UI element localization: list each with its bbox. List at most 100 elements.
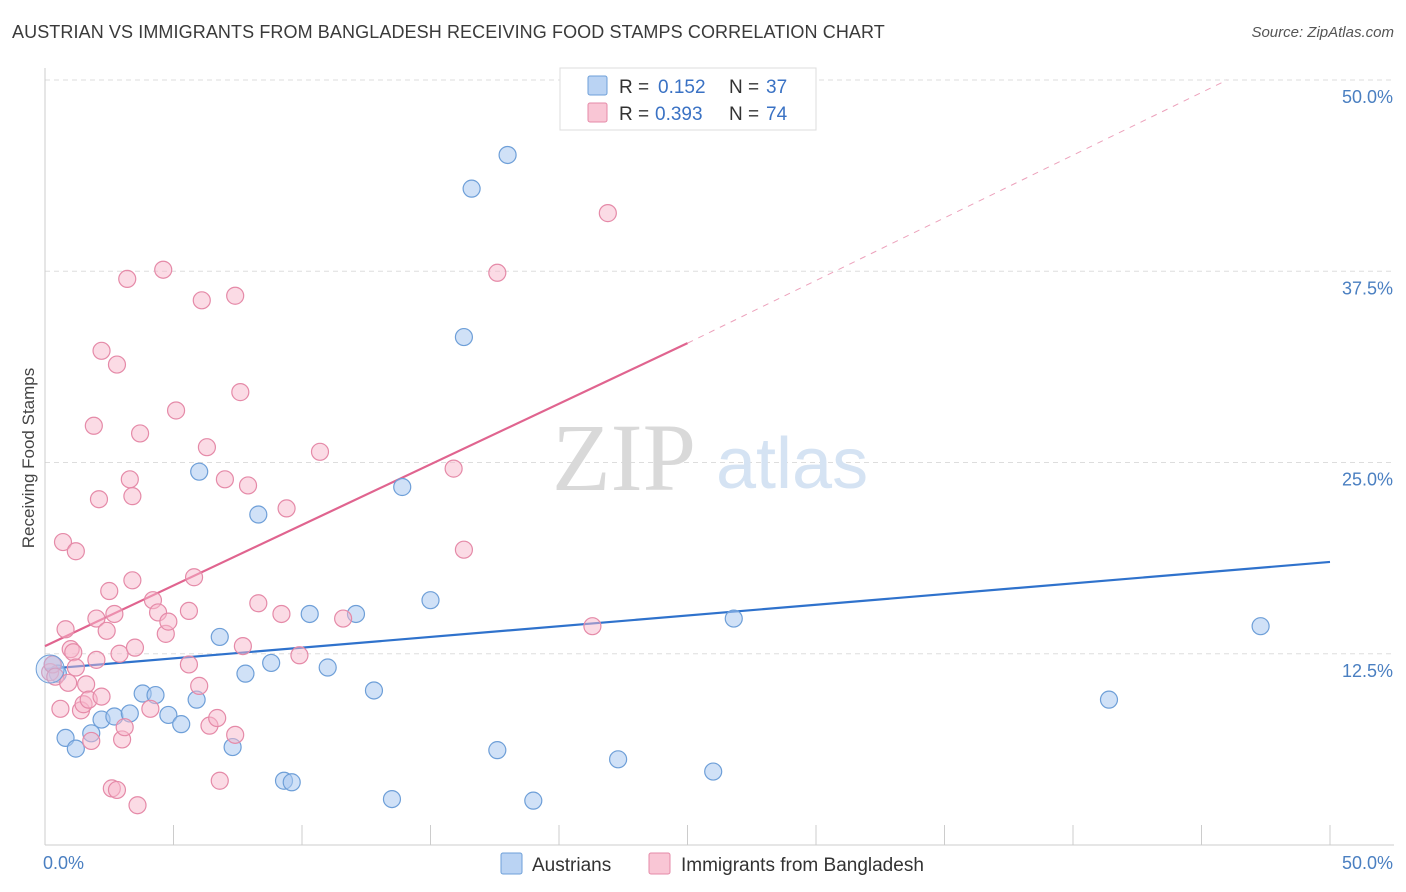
point-bangladesh <box>64 643 83 662</box>
point-bangladesh <box>159 612 178 631</box>
point-bangladesh <box>105 604 124 624</box>
point-austrians <box>724 609 743 628</box>
data-points <box>35 145 1270 815</box>
point-bangladesh <box>454 540 474 559</box>
point-bangladesh <box>272 604 291 624</box>
point-austrians <box>282 773 301 792</box>
point-austrians <box>393 477 412 497</box>
point-austrians <box>454 327 474 347</box>
point-austrians <box>210 627 229 647</box>
point-bangladesh <box>123 487 142 506</box>
point-bangladesh <box>226 725 245 744</box>
point-austrians <box>524 791 543 810</box>
point-bangladesh <box>192 291 211 310</box>
x-tick-label-min: 0.0% <box>43 853 84 873</box>
point-bangladesh <box>89 490 109 509</box>
point-austrians <box>190 462 209 481</box>
point-bangladesh <box>118 269 137 288</box>
y-tick-label: 50.0% <box>1342 87 1393 107</box>
point-austrians <box>159 705 178 725</box>
point-bangladesh <box>66 658 85 677</box>
point-bangladesh <box>197 438 217 457</box>
source-credit: Source: ZipAtlas.com <box>1251 24 1394 41</box>
point-bangladesh <box>115 718 134 737</box>
legend-r-label-pink: R = <box>619 104 649 125</box>
point-austrians <box>236 664 255 683</box>
trend-lines <box>44 79 1331 671</box>
point-austrians <box>300 604 319 624</box>
legend-label-bangladesh: Immigrants from Bangladesh <box>681 855 924 876</box>
watermark-zip: ZIP <box>552 404 696 511</box>
point-bangladesh <box>77 675 96 694</box>
chart-title: AUSTRIAN VS IMMIGRANTS FROM BANGLADESH R… <box>12 22 885 42</box>
point-bangladesh <box>166 401 186 420</box>
point-bangladesh <box>215 470 234 489</box>
point-austrians <box>1099 690 1119 709</box>
point-bangladesh <box>107 780 127 800</box>
point-austrians <box>488 741 507 760</box>
point-austrians <box>364 681 384 700</box>
point-bangladesh <box>277 499 296 518</box>
point-bangladesh <box>66 542 85 561</box>
x-tick-labels: 0.0% 50.0% <box>43 853 1393 873</box>
legend-label-austrians: Austrians <box>532 855 611 876</box>
legend-swatch-austrians <box>500 852 523 875</box>
point-bangladesh <box>82 731 101 751</box>
point-bangladesh <box>87 609 106 628</box>
watermark-atlas: atlas <box>716 424 868 504</box>
axes <box>44 68 1394 846</box>
point-bangladesh <box>120 470 139 489</box>
point-austrians <box>318 658 337 677</box>
grid-lines <box>45 79 1394 655</box>
point-bangladesh <box>190 676 209 695</box>
legend-r-value-blue: 0.152 <box>658 77 706 98</box>
point-bangladesh <box>290 646 309 665</box>
point-bangladesh <box>51 699 70 718</box>
point-bangladesh <box>100 581 119 601</box>
legend-n-label-blue: N = <box>729 77 759 98</box>
legend-r-value-pink: 0.393 <box>655 104 703 125</box>
point-bangladesh <box>184 568 204 587</box>
point-bangladesh <box>125 638 145 657</box>
point-bangladesh <box>249 594 268 613</box>
legend-swatch-pink <box>587 102 608 123</box>
point-austrians <box>66 739 85 758</box>
point-cluster-origin <box>35 654 65 684</box>
point-austrians <box>609 750 628 769</box>
y-tick-label: 37.5% <box>1342 278 1393 298</box>
point-austrians <box>249 505 268 524</box>
point-bangladesh <box>56 620 75 639</box>
y-tick-label: 25.0% <box>1342 470 1393 490</box>
legend-swatch-blue <box>587 75 608 96</box>
point-bangladesh <box>59 673 78 692</box>
point-bangladesh <box>97 621 116 640</box>
point-bangladesh <box>107 355 127 374</box>
point-austrians <box>172 715 191 734</box>
point-bangladesh <box>84 416 103 435</box>
y-tick-label: 12.5% <box>1342 661 1393 681</box>
point-bangladesh <box>141 699 160 718</box>
legend-r-label-blue: R = <box>619 77 649 98</box>
y-tick-labels: 12.5% 25.0% 37.5% 50.0% <box>1342 87 1393 681</box>
point-bangladesh <box>123 571 142 590</box>
x-tick-label-max: 50.0% <box>1342 853 1393 873</box>
point-bangladesh <box>210 771 229 790</box>
point-bangladesh <box>583 617 602 636</box>
point-bangladesh <box>334 609 353 628</box>
y-axis-title: Receiving Food Stamps <box>19 368 38 548</box>
point-austrians <box>704 762 723 781</box>
legend-swatch-bangladesh <box>648 852 671 875</box>
point-bangladesh <box>488 263 507 282</box>
legend-n-value-blue: 37 <box>766 77 787 98</box>
point-austrians <box>262 653 281 673</box>
point-bangladesh <box>92 687 111 706</box>
point-bangladesh <box>53 532 73 552</box>
point-bangladesh <box>130 424 150 443</box>
point-bangladesh <box>128 796 147 815</box>
trend-line-bangladesh-extension <box>687 79 1228 344</box>
point-bangladesh <box>92 341 111 360</box>
point-bangladesh <box>154 260 173 279</box>
watermark: ZIP atlas <box>552 404 868 511</box>
legend-n-value-pink: 74 <box>766 104 788 125</box>
